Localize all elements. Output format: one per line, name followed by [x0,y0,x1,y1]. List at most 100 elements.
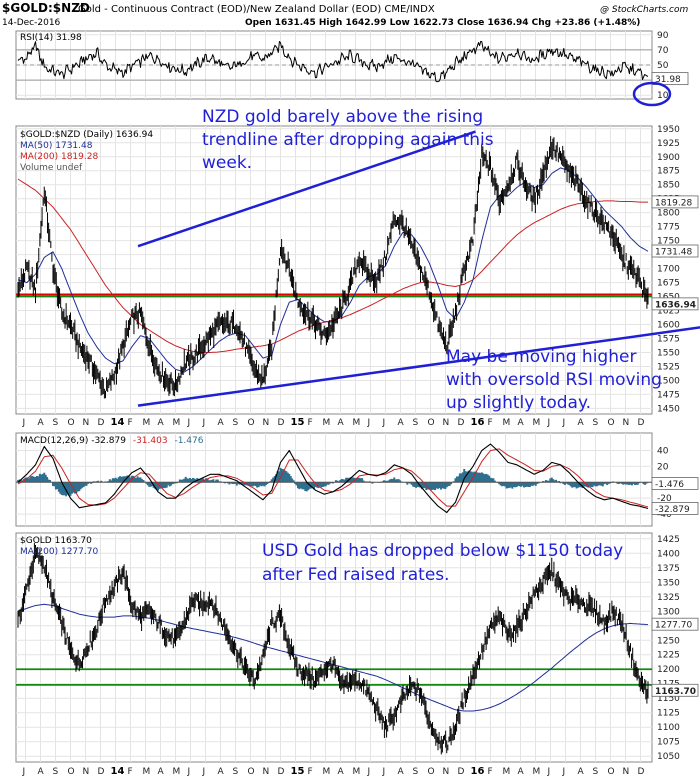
y-tick-label: 1525 [657,362,680,372]
y-tick-label: 1575 [657,335,680,345]
x-axis-month-label-mid: A [578,418,585,428]
y-tick-label: 1125 [657,709,680,719]
price-legend: $GOLD:$NZD (Daily) 1636.94 MA(50) 1731.4… [20,130,153,173]
axis-layer: 1030507090145014751500152515501575160016… [22,31,699,777]
x-axis-month-label-bottom: F [308,767,313,777]
x-axis-month-label-mid: J [187,418,191,428]
y-tick-label: 1875 [657,167,680,177]
y-tick-label: 70 [657,46,669,56]
y-tick-label: 1325 [657,593,680,603]
y-tick-label: 1775 [657,223,680,233]
x-axis-month-label-mid: M [143,418,151,428]
macd-legend-signal: -31.403 [133,436,168,446]
price-tag-label: -32.879 [655,505,690,515]
x-axis-month-label-bottom: O [248,767,255,777]
price-tag-label: 1277.70 [655,621,692,631]
x-axis-month-label-mid: J [202,418,206,428]
price-tag-label: 1163.70 [655,687,696,697]
price-tag-box [651,297,699,311]
x-axis-month-label-mid: S [233,418,239,428]
x-axis-month-label-bottom: O [68,767,75,777]
y-tick-label: 1225 [657,651,680,661]
svg-text:MACD(12,26,9) -32.879 -3: MACD(12,26,9) -32.879 -31.403 -1.476 [20,436,204,446]
rsi-legend: RSI(14) 31.98 [20,33,82,43]
y-tick-label: 40 [657,446,669,456]
x-axis-month-label-mid: S [593,418,599,428]
y-tick-label: 1475 [657,390,680,400]
x-axis-month-label-mid: O [248,418,255,428]
x-axis-month-label-mid: A [218,418,225,428]
x-axis-month-label-bottom: 14 [111,766,125,777]
y-tick-label: 1150 [657,694,680,704]
y-tick-label: 1200 [657,665,680,675]
y-tick-label: 1425 [657,535,680,545]
x-axis-month-label-mid: M [323,418,331,428]
y-tick-label: 1050 [657,752,680,762]
x-axis-month-label-mid: S [53,418,59,428]
x-axis-month-label-bottom: J [562,767,566,777]
x-axis-month-label-mid: F [308,418,313,428]
rsi-tag-label: 31.98 [655,75,681,85]
annotation-bottom-line-2: with oversold RSI moving [446,370,662,390]
annotation-top-line-1: NZD gold barely above the rising [202,107,483,127]
price-tag-label: 1731.48 [655,247,692,257]
y-tick-label: 1700 [657,265,680,275]
x-axis-month-label-mid: A [518,418,525,428]
x-axis-month-label-mid: J [547,418,551,428]
x-axis-month-label-bottom: M [353,767,361,777]
x-axis-month-label-bottom: A [218,767,225,777]
series-layer [16,40,700,755]
price-tag-box [651,683,699,697]
x-axis-month-label-bottom: A [338,767,345,777]
x-axis-month-label-bottom: D [458,767,465,777]
price-legend-ma50: MA(50) 1731.48 [20,141,93,151]
chart-header: $GOLD:$NZD Gold - Continuous Contract (E… [2,1,689,28]
price-tag-label: 1636.94 [655,300,696,310]
annotation-bottom-line-3: up slightly today. [446,393,591,413]
chart-date: 14-Dec-2016 [2,18,61,28]
y-tick-label: 1350 [657,578,680,588]
y-tick-label: 1550 [657,348,680,358]
price-legend-ma200: MA(200) 1819.28 [20,152,98,162]
y-tick-label: 1925 [657,139,680,149]
x-axis-month-label-bottom: J [547,767,551,777]
usd-legend-ma200: MA(200) 1277.70 [20,547,98,557]
x-axis-month-label-bottom: O [428,767,435,777]
x-axis-month-label-mid: N [443,418,450,428]
y-tick-label: 1075 [657,738,680,748]
x-axis-month-label-mid: J [562,418,566,428]
y-tick-label: 1300 [657,607,680,617]
x-axis-month-label-bottom: D [98,767,105,777]
x-axis-month-label-bottom: S [53,767,59,777]
x-axis-month-label-bottom: J [367,767,371,777]
x-axis-month-label-bottom: N [443,767,450,777]
macd-legend-macd: MACD(12,26,9) -32.879 [20,436,126,446]
x-axis-month-label-bottom: M [173,767,181,777]
price-tag-label: 1819.28 [655,198,692,208]
x-axis-month-label-mid: J [22,418,26,428]
chart-symbol-title: $GOLD:$NZD [2,1,90,15]
y-tick-label: 50 [657,61,669,71]
x-axis-month-label-mid: O [68,418,75,428]
y-tick-label: -20 [657,494,672,504]
x-axis-month-label-mid: J [382,418,386,428]
x-axis-month-label-bottom: 15 [291,766,305,777]
x-axis-month-label-mid: M [353,418,361,428]
x-axis-month-label-mid: D [98,418,105,428]
x-axis-month-label-mid: M [503,418,511,428]
chart-ohlc: Open 1631.45 High 1642.99 Low 1622.73 Cl… [245,18,640,28]
x-axis-month-label-bottom: A [518,767,525,777]
x-axis-month-label-bottom: S [413,767,419,777]
y-tick-label: -40 [657,510,672,520]
price-annotation-bottom: May be moving higher with oversold RSI m… [446,347,662,413]
rsi-tag-box [651,72,689,86]
rsi-highlight-circle [632,81,672,107]
x-axis-month-label-bottom: A [578,767,585,777]
y-tick-label: 1900 [657,153,680,163]
x-axis-month-label-mid: F [488,418,493,428]
x-axis-month-label-bottom: S [233,767,239,777]
x-axis-month-label-bottom: O [608,767,615,777]
usd-annotation: USD Gold has dropped below $1150 today a… [262,541,623,585]
y-tick-label: 1250 [657,636,680,646]
